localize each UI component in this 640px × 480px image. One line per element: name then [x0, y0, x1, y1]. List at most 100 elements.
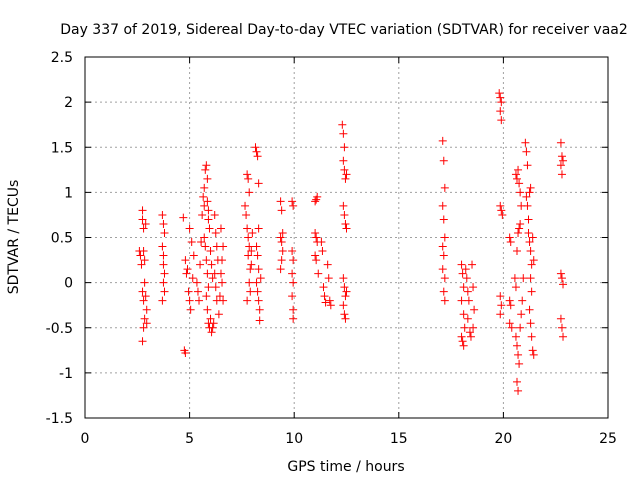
data-point — [341, 292, 350, 301]
data-point — [182, 269, 191, 278]
y-tick-label: 1 — [64, 185, 73, 201]
data-point — [276, 197, 285, 206]
data-point — [469, 323, 478, 332]
data-point — [319, 283, 328, 292]
data-point — [208, 274, 217, 283]
data-point — [139, 323, 148, 332]
data-point — [184, 287, 193, 296]
data-point — [195, 296, 204, 305]
data-point — [276, 265, 285, 274]
data-point — [159, 219, 168, 228]
data-point — [203, 197, 212, 206]
data-point — [203, 305, 212, 314]
y-tick-label: 0.5 — [51, 231, 73, 247]
data-point — [206, 314, 215, 323]
data-point — [312, 233, 321, 242]
data-point — [516, 323, 525, 332]
data-point — [340, 210, 349, 219]
y-tick-label: 2.5 — [51, 50, 73, 66]
data-point — [460, 323, 469, 332]
data-point — [254, 265, 263, 274]
data-point — [556, 269, 565, 278]
data-point — [340, 310, 349, 319]
y-tick-labels: -1.5 -1 -0.5 0 0.5 1 1.5 2 2.5 — [46, 50, 73, 427]
data-point — [517, 310, 526, 319]
data-point — [559, 280, 568, 289]
data-point — [288, 197, 297, 206]
data-point — [557, 323, 566, 332]
data-point — [207, 328, 216, 337]
data-point — [320, 292, 329, 301]
data-point — [523, 161, 532, 170]
data-point — [252, 147, 261, 156]
data-point — [255, 316, 264, 325]
data-point — [440, 183, 449, 192]
y-tick-label: -1 — [59, 366, 73, 382]
data-point — [254, 296, 263, 305]
data-point — [459, 341, 468, 350]
data-point — [525, 305, 534, 314]
data-point — [203, 269, 212, 278]
data-point — [512, 247, 521, 256]
data-point — [339, 156, 348, 165]
data-point — [277, 238, 286, 247]
data-point — [159, 278, 168, 287]
data-point — [339, 129, 348, 138]
data-point — [209, 319, 218, 328]
data-point — [246, 265, 255, 274]
data-point — [510, 274, 519, 283]
data-point — [338, 120, 347, 129]
data-point — [458, 269, 467, 278]
data-point — [526, 319, 535, 328]
data-point — [317, 238, 326, 247]
data-point — [515, 179, 524, 188]
data-point — [254, 179, 263, 188]
data-point — [340, 283, 349, 292]
data-point — [556, 314, 565, 323]
data-point — [254, 224, 263, 233]
data-point — [438, 136, 447, 145]
data-point — [179, 213, 188, 222]
chart-title: Day 337 of 2019, Sidereal Day-to-day VTE… — [60, 22, 628, 38]
data-point — [516, 219, 525, 228]
data-point — [557, 274, 566, 283]
data-point — [289, 278, 298, 287]
data-point — [252, 278, 261, 287]
data-point — [497, 206, 506, 215]
data-point — [505, 233, 514, 242]
data-point — [439, 156, 448, 165]
data-point — [245, 278, 254, 287]
data-point — [512, 174, 521, 183]
data-point — [256, 274, 265, 283]
data-point — [528, 346, 537, 355]
data-point — [140, 278, 149, 287]
data-point — [141, 292, 150, 301]
data-point — [200, 201, 209, 210]
y-tick-label: 2 — [64, 95, 73, 111]
data-point — [210, 210, 219, 219]
data-point — [311, 228, 320, 237]
data-point — [243, 224, 252, 233]
data-point — [158, 210, 167, 219]
data-point — [137, 260, 146, 269]
data-point — [251, 143, 260, 152]
data-point — [516, 188, 525, 197]
data-point — [496, 310, 505, 319]
data-point — [438, 265, 447, 274]
data-point — [289, 201, 298, 210]
data-point — [160, 269, 169, 278]
data-point — [142, 305, 151, 314]
data-point — [341, 314, 350, 323]
data-point — [559, 156, 568, 165]
data-point — [245, 188, 254, 197]
data-point — [289, 314, 298, 323]
x-axis-label: GPS time / hours — [287, 459, 404, 475]
data-point — [206, 247, 215, 256]
data-point — [439, 287, 448, 296]
data-point — [506, 301, 515, 310]
data-point — [204, 206, 213, 215]
data-point — [440, 274, 449, 283]
data-point — [186, 305, 195, 314]
data-point — [527, 287, 536, 296]
data-point — [512, 377, 521, 386]
